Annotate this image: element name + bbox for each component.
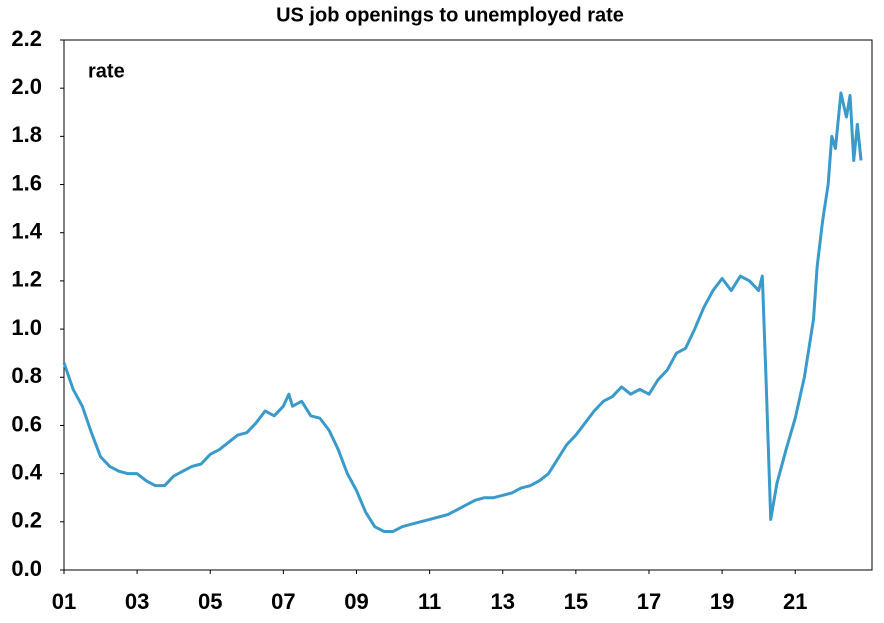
x-tick-label: 03 <box>125 589 149 614</box>
y-tick-label: 0.0 <box>11 556 42 581</box>
x-tick-label: 15 <box>564 589 588 614</box>
y-tick-label: 0.4 <box>11 459 42 484</box>
y-tick-label: 0.6 <box>11 411 42 436</box>
y-tick-label: 0.8 <box>11 363 42 388</box>
y-tick-label: 1.8 <box>11 122 42 147</box>
data-line <box>62 91 863 533</box>
x-tick-label: 21 <box>783 589 807 614</box>
y-tick-label: 2.2 <box>11 26 42 51</box>
x-tick-label: 09 <box>344 589 368 614</box>
x-tick-label: 17 <box>637 589 661 614</box>
y-tick-label: 1.4 <box>11 219 42 244</box>
annotation: rate <box>88 60 125 82</box>
x-tick-label: 01 <box>52 589 76 614</box>
x-tick-label: 07 <box>271 589 295 614</box>
y-tick-label: 1.2 <box>11 267 42 292</box>
x-tick-label: 13 <box>490 589 514 614</box>
y-tick-label: 2.0 <box>11 74 42 99</box>
x-tick-label: 19 <box>710 589 734 614</box>
y-tick-label: 1.0 <box>11 315 42 340</box>
x-tick-label: 05 <box>198 589 222 614</box>
chart-title: US job openings to unemployed rate <box>276 4 624 26</box>
x-tick-label: 11 <box>418 589 441 614</box>
y-tick-label: 0.2 <box>11 508 42 533</box>
plot-frame <box>63 39 873 571</box>
y-tick-label: 1.6 <box>11 170 42 195</box>
